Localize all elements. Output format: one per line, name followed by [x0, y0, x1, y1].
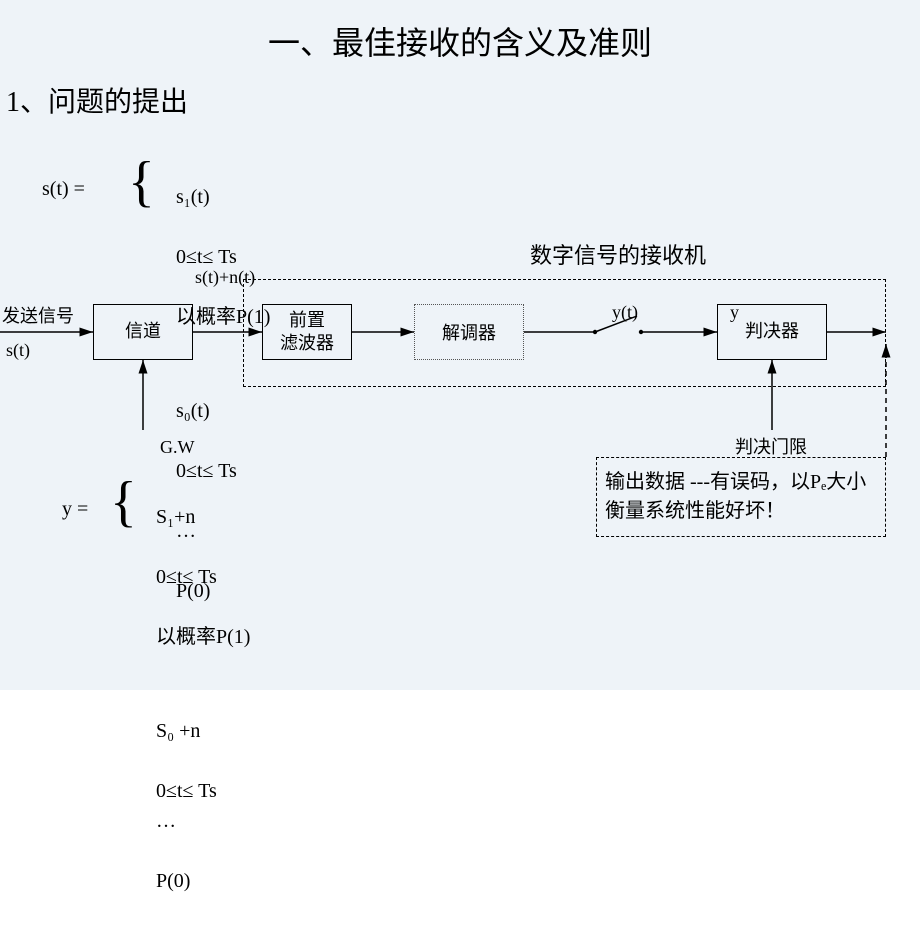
label-stnt: s(t)+n(t) — [195, 267, 255, 288]
label-gw: G.W — [160, 437, 195, 458]
box-prefilter-label: 前置 滤波器 — [280, 309, 334, 356]
eq-y-r1-range: 0≤t≤ Ts — [156, 566, 217, 588]
receiver-title: 数字信号的接收机 — [530, 238, 706, 270]
box-channel: 信道 — [93, 304, 193, 360]
eq-s-lhs: s(t) = — [42, 178, 85, 201]
eq-s-r1-sig: s₁(t) — [176, 186, 210, 208]
page-title: 一、最佳接收的含义及准则 — [180, 18, 740, 64]
box-demod-label: 解调器 — [442, 319, 496, 345]
eq-s-brace: { — [128, 154, 155, 210]
eq-y-r2-sig: S₀ +n — [156, 720, 200, 742]
box-demod: 解调器 — [414, 304, 524, 360]
label-threshold: 判决门限 — [735, 433, 807, 459]
box-channel-label: 信道 — [125, 320, 161, 343]
label-y: y — [730, 302, 739, 323]
eq-s-r2-sig: s₀(t) — [176, 400, 210, 422]
eq-y-r2-range: 0≤t≤ Ts — [156, 780, 217, 802]
label-send-signal: 发送信号 — [2, 302, 74, 328]
label-st: s(t) — [6, 340, 30, 361]
eq-y-r2-prob: P(0) — [156, 870, 190, 892]
eq-y-r2-dots: … — [156, 810, 176, 832]
section-subtitle: 1、问题的提出 — [6, 80, 188, 120]
eq-y-r1-prob: 以概率P(1) — [156, 626, 250, 648]
label-yt: y(t) — [612, 302, 638, 323]
box-decider-label: 判决器 — [745, 320, 799, 343]
note-text: 输出数据 ---有误码，以Pₑ大小衡量系统性能好坏！ — [605, 471, 866, 522]
box-prefilter: 前置 滤波器 — [262, 304, 352, 360]
eq-y-brace: { — [110, 474, 137, 530]
eq-s-r1-range: 0≤t≤ Ts — [176, 246, 237, 268]
note-box: 输出数据 ---有误码，以Pₑ大小衡量系统性能好坏！ — [596, 457, 886, 537]
eq-y-r1-sig: S₁+n — [156, 506, 195, 528]
eq-y-lhs: y = — [62, 498, 88, 521]
eq-y-rows: S₁+n 0≤t≤ Ts 以概率P(1) S₀ +n 0≤t≤ Ts … P(0… — [136, 472, 250, 926]
